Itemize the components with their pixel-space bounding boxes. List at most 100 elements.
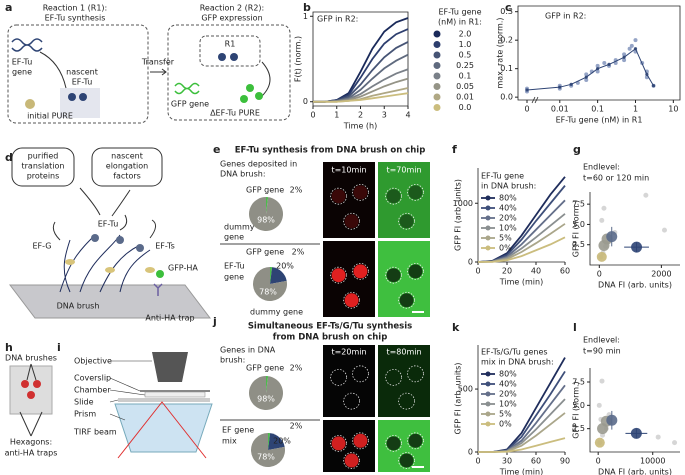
legend-label: 20% bbox=[499, 390, 517, 399]
point bbox=[606, 231, 618, 243]
y-axis-label: max. rate (norm.) bbox=[496, 18, 505, 89]
pie-label: 20% bbox=[273, 437, 291, 446]
legend-marker bbox=[485, 205, 491, 211]
point bbox=[606, 414, 618, 426]
panel-label: d bbox=[5, 151, 13, 164]
y-axis-label: GFP FI (norm.) bbox=[572, 200, 581, 257]
box bbox=[11, 147, 75, 187]
brush-spot bbox=[344, 214, 359, 229]
legend-marker bbox=[485, 245, 491, 251]
legend-label: 20% bbox=[499, 214, 517, 223]
prism bbox=[114, 403, 213, 453]
point bbox=[672, 440, 678, 446]
text: nascent bbox=[111, 152, 143, 161]
brush-ring bbox=[407, 262, 424, 280]
point bbox=[651, 84, 656, 88]
ribosome bbox=[91, 234, 99, 242]
text: t=70min bbox=[386, 166, 421, 175]
text: EF gene bbox=[222, 426, 254, 435]
text: purified bbox=[28, 152, 59, 161]
point bbox=[629, 43, 634, 48]
brush-ring bbox=[398, 392, 416, 410]
legend-marker bbox=[485, 401, 491, 407]
text: Hexagons: bbox=[10, 438, 52, 447]
brush-ring bbox=[343, 392, 361, 410]
y-axis-label: GFP FI (arb. units) bbox=[454, 179, 463, 251]
x-tick-label: 90 bbox=[560, 457, 570, 466]
brush-spot bbox=[353, 264, 368, 279]
eftu-protein bbox=[68, 93, 76, 101]
pie-slice bbox=[266, 197, 269, 214]
brush-spot bbox=[408, 433, 423, 448]
legend-title: EF-Ts/G/Tu genes bbox=[481, 348, 548, 357]
cycle-arrows bbox=[52, 214, 156, 241]
legend-label: 0.1 bbox=[459, 72, 472, 81]
brush-ring bbox=[398, 452, 416, 469]
legend-title: EF-Tu gene bbox=[481, 172, 524, 181]
text: Chamber bbox=[74, 386, 111, 395]
point bbox=[622, 52, 627, 57]
legend-marker bbox=[485, 215, 491, 221]
eftu-protein bbox=[218, 53, 226, 61]
legend-marker bbox=[433, 30, 441, 38]
ribosome bbox=[136, 244, 144, 252]
text: from DNA brush on chip bbox=[273, 333, 388, 343]
text: Objective bbox=[74, 357, 112, 366]
pie-label: 98% bbox=[257, 216, 275, 225]
brush-spot bbox=[353, 185, 368, 200]
text: t=10min bbox=[331, 166, 366, 175]
axis-break bbox=[531, 96, 539, 104]
legend-label: 0.01 bbox=[456, 93, 474, 102]
eftu-protein bbox=[79, 93, 87, 101]
y-tick-label: 0.2 bbox=[500, 36, 513, 45]
legend-marker bbox=[485, 421, 491, 427]
gfp bbox=[240, 95, 248, 103]
y-axis-label: F(t) (norm.) bbox=[294, 36, 303, 82]
y-tick-label: 0.3 bbox=[500, 7, 513, 16]
panel-label: e bbox=[213, 143, 220, 156]
pie-label: 98% bbox=[257, 395, 275, 404]
x-tick-label: 10000 bbox=[640, 457, 665, 466]
panel-label: l bbox=[573, 321, 577, 334]
point bbox=[622, 55, 626, 59]
point bbox=[601, 205, 607, 211]
point bbox=[599, 378, 605, 384]
legend-marker bbox=[433, 104, 441, 111]
legend-title: in DNA brush: bbox=[481, 182, 536, 191]
text: proteins bbox=[27, 172, 60, 181]
point bbox=[630, 427, 642, 439]
legend-label: 10% bbox=[499, 400, 517, 409]
chip bbox=[9, 365, 53, 415]
brush-ring bbox=[343, 291, 361, 309]
text: t=80min bbox=[386, 348, 421, 357]
annotation: t=60 or 120 min bbox=[583, 174, 649, 183]
text: translation bbox=[21, 162, 64, 171]
r1-box bbox=[7, 24, 149, 124]
x-tick-label: 0 bbox=[310, 111, 315, 120]
point bbox=[655, 434, 661, 440]
x-tick-label: 2000 bbox=[651, 270, 671, 279]
brush-spot bbox=[386, 189, 401, 204]
annotation: Endlevel: bbox=[583, 163, 620, 172]
brush-ring bbox=[352, 262, 369, 280]
point bbox=[594, 437, 605, 448]
scale-bar bbox=[412, 311, 424, 313]
annotation: GFP in R2: bbox=[317, 15, 358, 24]
y-axis-label: GFP FI (norm.) bbox=[572, 381, 581, 438]
y-tick-label: 2.5 bbox=[572, 424, 585, 433]
pie-slice bbox=[248, 376, 283, 410]
legend-marker bbox=[485, 381, 491, 387]
panel-label: j bbox=[212, 315, 217, 328]
text: t=20min bbox=[331, 348, 366, 357]
pie-label: 2% bbox=[290, 364, 303, 373]
brush-ring bbox=[398, 212, 416, 230]
arrow bbox=[261, 61, 271, 97]
coverslip bbox=[140, 390, 210, 392]
pie-label: 78% bbox=[259, 288, 277, 297]
y-tick-label: 1000 bbox=[453, 199, 473, 208]
eftu-dna bbox=[11, 38, 43, 52]
legend-marker bbox=[433, 41, 441, 48]
brush-ring bbox=[407, 183, 424, 201]
y-tick-label: 5.0 bbox=[572, 401, 585, 410]
point bbox=[633, 38, 638, 43]
